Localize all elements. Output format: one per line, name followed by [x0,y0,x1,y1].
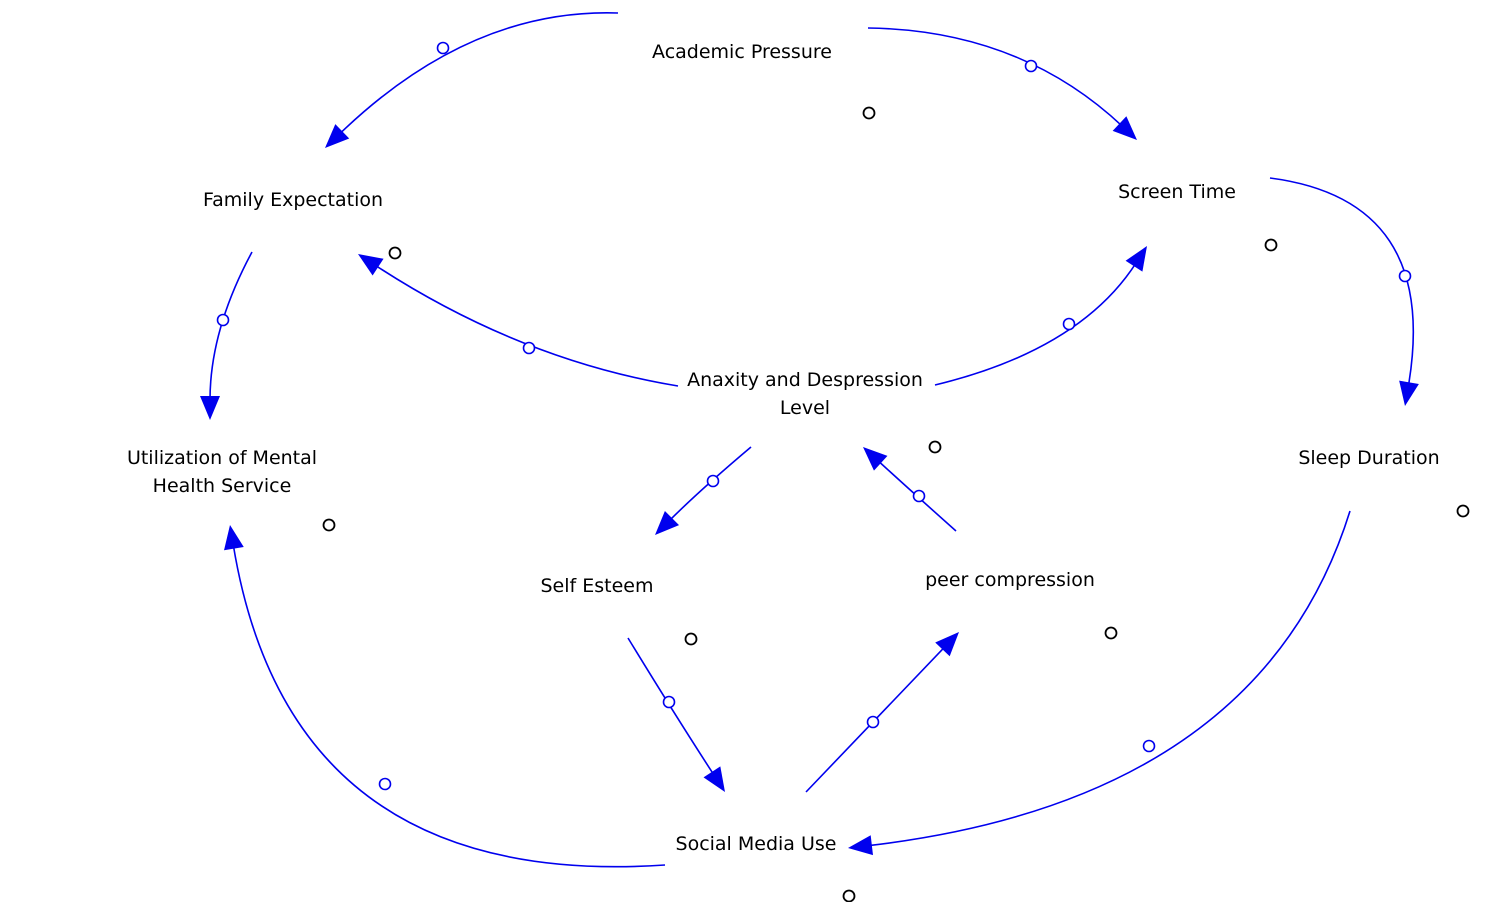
node-anchor-social[interactable] [842,889,856,902]
link-curve[interactable] [877,459,957,532]
link-peer-to-anxiety[interactable] [863,447,957,532]
arrowhead-icon [655,510,680,535]
link-curve[interactable] [668,446,752,522]
node-label-line: Level [779,397,831,419]
arrowhead-icon [358,254,384,276]
link-curve[interactable] [374,264,679,387]
link-curve[interactable] [867,27,1123,127]
node-anxiety-depression-level[interactable]: Anaxity and Despression Level [687,366,923,422]
link-handle[interactable] [912,489,926,503]
arrowhead-icon [1125,246,1147,272]
link-academic-to-screen[interactable] [867,27,1137,140]
link-handle[interactable] [1062,317,1076,331]
link-curve[interactable] [934,262,1137,386]
arrowhead-icon [863,447,888,471]
node-self-esteem[interactable]: Self Esteem [541,572,654,600]
link-curve[interactable] [867,510,1351,847]
link-curve[interactable] [338,12,619,135]
node-label-line: Health Service [152,475,292,497]
link-handle[interactable] [1398,269,1412,283]
node-label-line: Screen Time [1118,181,1236,203]
link-curve[interactable] [209,251,253,401]
link-anxiety-to-screen[interactable] [934,246,1147,386]
node-anchor-utilization[interactable] [322,518,336,532]
link-sleep-to-social[interactable] [848,510,1351,856]
node-label-line: Sleep Duration [1298,447,1440,469]
node-anchor-peer[interactable] [1104,626,1118,640]
link-curve[interactable] [805,645,946,793]
node-sleep-duration[interactable]: Sleep Duration [1298,444,1439,472]
arrowhead-icon [848,835,873,856]
node-label-line: Utilization of Mental [126,447,318,469]
node-anchor-academic[interactable] [862,106,876,120]
link-curve[interactable] [627,637,715,776]
link-social-to-utilization[interactable] [224,525,666,868]
link-handle[interactable] [378,777,392,791]
node-label-line: Anaxity and Despression [687,369,923,391]
arrowhead-icon [1399,380,1419,406]
link-family-to-utilization[interactable] [200,251,253,420]
link-handle[interactable] [866,715,880,729]
link-academic-to-family[interactable] [325,12,619,148]
link-anxiety-to-family[interactable] [358,254,679,387]
arrowhead-icon [1112,116,1137,140]
link-screen-to-sleep[interactable] [1269,177,1419,406]
node-anchor-selfesteem[interactable] [684,632,698,646]
arrowhead-icon [935,632,959,657]
node-social-media-use[interactable]: Social Media Use [676,830,837,858]
link-anxiety-to-selfesteem[interactable] [655,446,752,535]
node-utilization-mental-health[interactable]: Utilization of Mental Health Service [127,444,317,500]
node-screen-time[interactable]: Screen Time [1118,178,1236,206]
link-handle[interactable] [662,695,676,709]
arrowhead-icon [224,525,244,551]
link-handle[interactable] [216,313,230,327]
link-handle[interactable] [1024,59,1038,73]
node-label-line: Family Expectation [202,189,384,211]
link-selfesteem-to-social[interactable] [627,637,725,792]
node-anchor-family[interactable] [388,246,402,260]
node-peer-compression[interactable]: peer compression [925,566,1095,594]
link-curve[interactable] [1269,177,1415,387]
link-handle[interactable] [706,474,720,488]
node-family-expectation[interactable]: Family Expectation [203,186,383,214]
node-anchor-anxiety[interactable] [928,440,942,454]
link-handle[interactable] [1142,739,1156,753]
node-anchor-sleep[interactable] [1456,504,1470,518]
link-handle[interactable] [522,341,536,355]
node-label-line: Academic Pressure [652,41,832,63]
link-social-to-peer[interactable] [805,632,959,793]
node-label-line: Social Media Use [675,833,837,855]
node-academic-pressure[interactable]: Academic Pressure [652,38,832,66]
node-anchor-screen[interactable] [1264,238,1278,252]
arrowhead-icon [703,766,725,792]
node-label-line: peer compression [925,569,1095,591]
link-handle[interactable] [436,41,450,55]
node-label-line: Self Esteem [540,575,654,597]
link-curve[interactable] [232,544,666,868]
arrowhead-icon [325,124,350,148]
arrowhead-icon [200,396,220,420]
